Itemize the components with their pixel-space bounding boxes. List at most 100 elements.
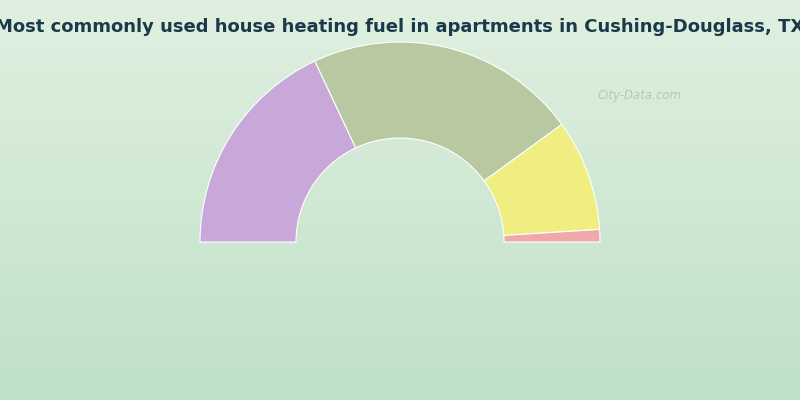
Bar (0, 90, 800, 92)
Bar (0, 52, 800, 54)
Bar (0, 124, 800, 126)
Bar (0, 318, 800, 320)
Bar (0, 142, 800, 144)
Bar (0, 116, 800, 118)
Bar (0, 150, 800, 152)
Wedge shape (315, 42, 562, 181)
Bar (0, 58, 800, 60)
Bar (0, 156, 800, 158)
Bar (0, 102, 800, 104)
Bar (0, 348, 800, 350)
Bar (0, 314, 800, 316)
Bar (0, 56, 800, 58)
Bar (0, 170, 800, 172)
Bar (0, 392, 800, 394)
Bar (0, 108, 800, 110)
Bar (0, 8, 800, 10)
Bar (0, 44, 800, 46)
Bar (0, 360, 800, 362)
Bar (0, 154, 800, 156)
Bar (0, 146, 800, 148)
Bar (0, 370, 800, 372)
Bar (0, 128, 800, 130)
Bar (0, 130, 800, 132)
Bar (0, 278, 800, 280)
Bar (0, 276, 800, 278)
Wedge shape (200, 61, 356, 242)
Bar (0, 38, 800, 40)
Bar (0, 384, 800, 386)
Bar (0, 76, 800, 78)
Bar (0, 232, 800, 234)
Bar (0, 238, 800, 240)
Bar (0, 228, 800, 230)
Bar (0, 316, 800, 318)
Bar (0, 220, 800, 222)
Bar (0, 270, 800, 272)
Bar (0, 260, 800, 262)
Bar (0, 16, 800, 18)
Bar (0, 168, 800, 170)
Bar (0, 342, 800, 344)
Bar (0, 6, 800, 8)
Bar (0, 390, 800, 392)
Bar (0, 28, 800, 30)
Bar (0, 386, 800, 388)
Bar (0, 290, 800, 292)
Bar (0, 2, 800, 4)
Bar (0, 308, 800, 310)
Bar (0, 336, 800, 338)
Bar (0, 32, 800, 34)
Bar (0, 26, 800, 28)
Bar (0, 46, 800, 48)
Bar (0, 350, 800, 352)
Bar (0, 96, 800, 98)
Bar (0, 274, 800, 276)
Bar (0, 190, 800, 192)
Bar (0, 332, 800, 334)
Bar (0, 186, 800, 188)
Bar (0, 122, 800, 124)
Bar (0, 94, 800, 96)
Bar (0, 354, 800, 356)
Bar (0, 152, 800, 154)
Bar (0, 12, 800, 14)
Bar (0, 60, 800, 62)
Bar (0, 306, 800, 308)
Bar (0, 362, 800, 364)
Bar (0, 246, 800, 248)
Bar (0, 200, 800, 202)
Bar (0, 20, 800, 22)
Bar (0, 88, 800, 90)
Bar (0, 266, 800, 268)
Bar (0, 326, 800, 328)
Bar (0, 48, 800, 50)
Bar (0, 286, 800, 288)
Bar (0, 184, 800, 186)
Bar (0, 338, 800, 340)
Bar (0, 394, 800, 396)
Bar (0, 340, 800, 342)
Bar (0, 282, 800, 284)
Bar (0, 126, 800, 128)
Bar (0, 218, 800, 220)
Bar (0, 222, 800, 224)
Bar (0, 86, 800, 88)
Bar (0, 302, 800, 304)
Bar (0, 120, 800, 122)
Bar (0, 300, 800, 302)
Bar (0, 178, 800, 180)
Bar (0, 334, 800, 336)
Bar (0, 202, 800, 204)
Bar (0, 376, 800, 378)
Bar (0, 138, 800, 140)
Bar (0, 172, 800, 174)
Bar (0, 72, 800, 74)
Text: Most commonly used house heating fuel in apartments in Cushing-Douglass, TX: Most commonly used house heating fuel in… (0, 18, 800, 36)
Bar (0, 40, 800, 42)
Bar (0, 214, 800, 216)
Bar (0, 98, 800, 100)
Bar (0, 372, 800, 374)
Bar (0, 80, 800, 82)
Bar (0, 22, 800, 24)
